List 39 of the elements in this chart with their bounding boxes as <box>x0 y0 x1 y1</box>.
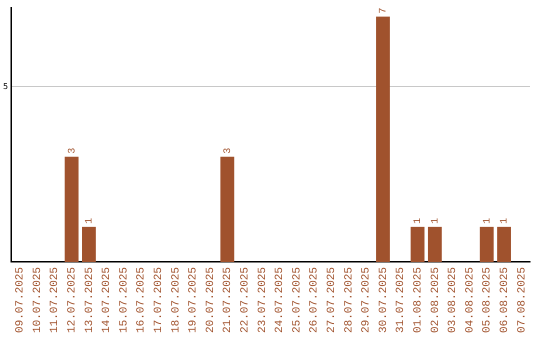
data-label: 7 <box>378 8 390 14</box>
x-tick-label: 31.07.2025 <box>395 266 408 334</box>
x-tick-label: 14.07.2025 <box>101 266 114 334</box>
x-tick-label: 20.07.2025 <box>204 266 217 334</box>
data-label: 1 <box>84 218 96 224</box>
data-label: 1 <box>430 218 442 224</box>
x-tick-label: 04.08.2025 <box>464 266 476 334</box>
x-tick-label: 01.08.2025 <box>412 266 424 334</box>
data-label: 3 <box>222 148 234 154</box>
x-tick-label: 23.07.2025 <box>256 266 269 334</box>
x-tick-label: 27.07.2025 <box>326 266 338 334</box>
x-tick-label: 22.07.2025 <box>240 266 252 334</box>
data-label: 1 <box>500 218 511 224</box>
data-label: 1 <box>413 218 424 224</box>
x-tick-label: 13.07.2025 <box>84 266 96 334</box>
data-label: 1 <box>482 218 494 224</box>
data-label: 3 <box>67 148 78 154</box>
x-tick-label: 02.08.2025 <box>430 266 442 334</box>
x-tick-label: 03.08.2025 <box>447 266 460 334</box>
x-tick-label: 21.07.2025 <box>222 266 234 334</box>
x-tick-label: 25.07.2025 <box>291 266 304 334</box>
x-tick-label: 26.07.2025 <box>308 266 321 334</box>
x-tick-label: 29.07.2025 <box>360 266 373 334</box>
x-tick-label: 30.07.2025 <box>378 266 390 334</box>
x-tick-label: 12.07.2025 <box>66 266 79 334</box>
x-tick-label: 16.07.2025 <box>136 266 148 334</box>
x-tick-label: 09.07.2025 <box>14 266 27 334</box>
x-tick-label: 07.08.2025 <box>516 266 528 334</box>
x-tick-label: 19.07.2025 <box>188 266 200 334</box>
x-tick-label: 24.07.2025 <box>274 266 286 334</box>
x-tick-label: 10.07.2025 <box>32 266 44 334</box>
x-tick-label: 18.07.2025 <box>170 266 182 334</box>
x-tick-label: 15.07.2025 <box>118 266 130 334</box>
x-tick-label: 11.07.2025 <box>49 266 62 334</box>
x-tick-label: 05.08.2025 <box>482 266 494 334</box>
x-tick-label: 17.07.2025 <box>153 266 166 334</box>
x-tick-label: 06.08.2025 <box>498 266 511 334</box>
x-tick-label: 28.07.2025 <box>343 266 356 334</box>
y-tick-label: 5 <box>2 82 8 91</box>
